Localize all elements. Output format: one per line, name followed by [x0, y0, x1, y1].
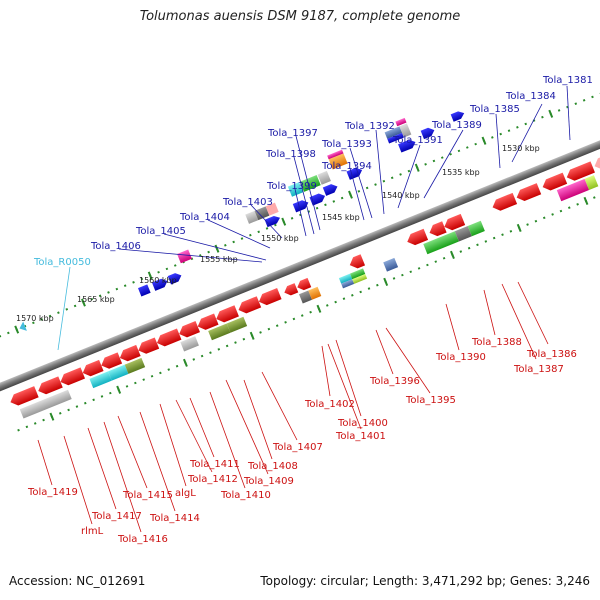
gene-label: Tola_1407	[272, 442, 323, 453]
genome-track	[0, 87, 600, 432]
genome-stats-text: Topology: circular; Length: 3,471,292 bp…	[260, 574, 590, 588]
gene-label: Tola_1400	[337, 418, 388, 429]
gene-label: Tola_1417	[91, 511, 142, 522]
forward-gene-labels[interactable]: Tola_1381 Tola_1384 Tola_1385 Tola_1389 …	[90, 75, 593, 252]
gene-label: Tola_1394	[321, 161, 372, 172]
kbp-label: 1560 kbp	[139, 276, 177, 285]
gene-label: Tola_1412	[187, 474, 238, 485]
gene-label: Tola_1397	[267, 128, 318, 139]
gene-label: Tola_1410	[220, 490, 271, 501]
gene-label: Tola_1387	[513, 364, 564, 375]
gene-label: algL	[175, 488, 196, 499]
gene-label: Tola_1392	[344, 121, 395, 132]
kbp-label: 1550 kbp	[261, 234, 299, 243]
gene-label: rlmL	[81, 526, 104, 537]
gene-label: Tola_1411	[189, 459, 240, 470]
gene-label: Tola_1398	[265, 149, 316, 160]
gene-label: Tola_1419	[27, 487, 78, 498]
gene-label: Tola_1393	[321, 139, 372, 150]
major-ticks	[14, 109, 589, 421]
gene-label: Tola_1405	[135, 226, 186, 237]
gene-label: Tola_1403	[222, 197, 273, 208]
rna-leader-line	[57, 266, 71, 351]
kbp-label: 1565 kbp	[77, 295, 115, 304]
gene-label: Tola_1388	[471, 337, 522, 348]
kbp-label: 1545 kbp	[322, 213, 360, 222]
gene-label: Tola_1399	[266, 181, 317, 192]
forward-inner-genes[interactable]	[0, 96, 482, 343]
kbp-label: 1530 kbp	[502, 144, 540, 153]
forward-leader-lines	[118, 85, 571, 263]
gene-label: Tola_1415	[122, 490, 173, 501]
gene-label: Tola_1396	[369, 376, 420, 387]
gene-label: Tola_1391	[392, 135, 443, 146]
kbp-label: 1570 kbp	[16, 314, 54, 323]
reverse-gene-labels[interactable]: Tola_1386 Tola_1387 Tola_1388 Tola_1390 …	[27, 337, 577, 545]
gene-label: Tola_1401	[335, 431, 386, 442]
gene-label: Tola_1409	[243, 476, 294, 487]
gene-label: Tola_1406	[90, 241, 141, 252]
gene-label: Tola_1385	[469, 104, 520, 115]
gene-label: Tola_1384	[505, 91, 556, 102]
gene-label: Tola_1386	[526, 349, 577, 360]
kbp-label: 1540 kbp	[382, 191, 420, 200]
gene-label: Tola_1402	[304, 399, 355, 410]
gene-label: Tola_1395	[405, 395, 456, 406]
gene-label: Tola_1390	[435, 352, 486, 363]
gene-label: Tola_1381	[542, 75, 593, 86]
reverse-leader-lines	[37, 281, 549, 533]
kbp-label: 1535 kbp	[442, 168, 480, 177]
forward-tick-row	[0, 87, 600, 345]
gene-label: Tola_1416	[117, 534, 168, 545]
kbp-tick-labels: 1570 kbp 1565 kbp 1560 kbp 1555 kbp 1550…	[16, 144, 540, 323]
gene-label: Tola_1404	[179, 212, 230, 223]
kbp-label: 1555 kbp	[200, 255, 238, 264]
reverse-outer-genes[interactable]	[19, 175, 599, 419]
rna-gene-label[interactable]: Tola_R0050	[33, 257, 91, 268]
gene-label: Tola_1389	[431, 120, 482, 131]
reverse-inner-genes[interactable]	[8, 153, 600, 408]
map-title: Tolumonas auensis DSM 9187, complete gen…	[139, 9, 461, 24]
gene-label: Tola_1408	[247, 461, 298, 472]
genome-backbone	[0, 124, 600, 395]
gene-label: Tola_1414	[149, 513, 200, 524]
accession-text: Accession: NC_012691	[9, 574, 146, 588]
